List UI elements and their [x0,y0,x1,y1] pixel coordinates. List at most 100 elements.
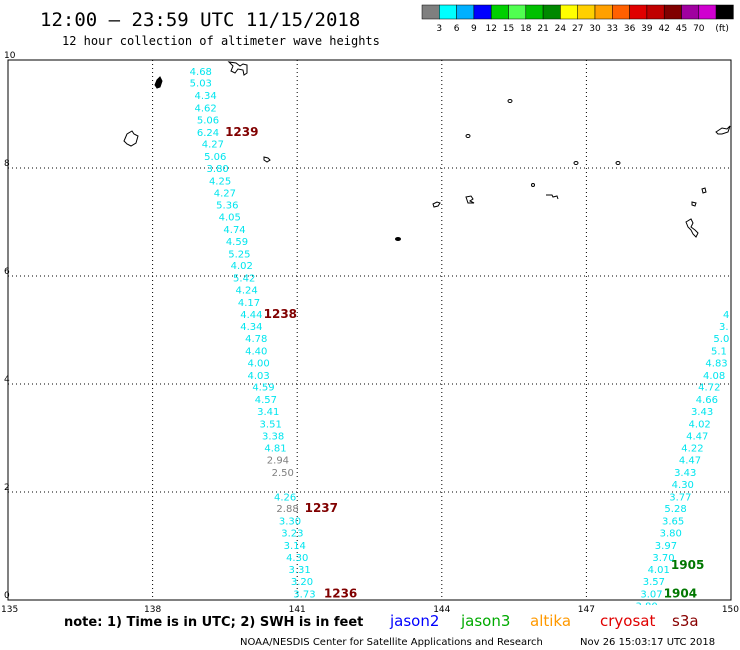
legend-label: 45 [676,24,687,34]
swh-value: 4.26 [274,492,296,503]
swh-value: 3.41 [257,407,279,418]
lat-label: 4 [4,375,10,385]
pass-time-label: 1238 [264,307,297,321]
legend-swatch [612,4,630,20]
swh-value: 4.08 [703,371,725,382]
swh-value: 5.0 [713,334,729,345]
swh-color-legend: 3 6 9 12 15 18 21 24 27 30 33 36 39 42 45 70 (ft) [421,4,734,34]
legend-label: 27 [572,24,583,34]
swh-value: 4.59 [226,237,248,248]
swh-value: 4.02 [689,419,711,430]
legend-swatch [594,4,613,20]
axis-labels: 10 8 6 4 2 0 135 138 141 144 147 150 [1,51,739,615]
island-shape [615,161,621,165]
legend-label: 9 [471,24,477,34]
footer-note: note: 1) Time is in UTC; 2) SWH is in fe… [64,615,363,630]
swh-value: 4.01 [648,565,670,576]
island-shape [546,194,559,200]
swh-value: 4.57 [255,395,277,406]
legend-label: 24 [555,24,567,34]
swh-value: 3.14 [284,541,306,552]
island-shape [701,187,707,194]
swh-value: 5.06 [197,115,219,126]
swh-value: 4 [723,310,729,321]
island-shape [432,201,441,208]
swh-value: 3.07 [640,590,662,601]
map-subtitle: 12 hour collection of altimeter wave hei… [62,34,380,48]
legend-label: 30 [589,24,601,34]
swh-value: 3.65 [662,517,684,528]
swh-value: 4.30 [286,553,308,564]
island-shape [573,161,579,165]
swh-value: 4.24 [235,286,257,297]
island-shape [123,130,139,147]
lat-label: 8 [4,159,10,169]
swh-value: 4.03 [248,371,270,382]
swh-value: 2.94 [267,456,289,467]
map-frame [7,59,732,601]
swh-value: 4.34 [240,322,262,333]
swh-value: 4.81 [264,444,286,455]
legend-swatch [456,4,475,20]
lon-label: 144 [433,605,450,615]
swh-value: 4.25 [209,176,231,187]
legend-swatch [560,4,578,20]
island-shape [263,156,271,163]
swh-value: 4.44 [240,310,262,321]
swh-value: 3.80 [207,164,229,175]
lon-label: 138 [144,605,161,615]
legend-label: 6 [454,24,460,34]
swh-value: 3.38 [262,431,284,442]
pass-time-label: 1239 [225,125,258,139]
legend-label: 18 [520,24,532,34]
swh-value: 4.30 [672,480,694,491]
island-shape [531,183,535,187]
pass-time-label: 1237 [305,501,338,515]
swh-value: 3.73 [293,590,315,601]
swh-value: 4.72 [698,383,720,394]
swh-value: 4.83 [705,358,727,369]
swh-value: 4.62 [194,104,216,115]
pass-time-labels: 1239 1238 1237 1236 1905 1904 [225,125,704,601]
legend-swatch [508,4,527,20]
footer-timestamp: Nov 26 15:03:17 UTC 2018 [580,637,715,648]
legend-swatch [525,4,544,20]
legend-label: 3 [436,24,442,34]
lon-label: 150 [722,605,739,615]
lat-lon-grid [8,60,731,600]
swh-value: 4.22 [681,444,703,455]
swh-value: 5.06 [204,152,226,163]
legend-swatch [542,4,561,20]
legend-swatch [681,4,700,20]
legend-swatch [439,4,457,20]
legend-swatch [473,4,492,20]
island-shape [507,99,513,103]
swh-value: 2.88 [276,504,298,515]
swh-value: 4.02 [231,261,253,272]
swh-value: 6.24 [197,128,219,139]
swh-value: 3.23 [281,529,303,540]
satellite-legend: jason2 jason3 altika cryosat s3a [389,612,699,630]
satellite-name-altika: altika [530,612,571,630]
swh-value: 4.68 [190,67,212,78]
swh-value: 3.43 [691,407,713,418]
swh-value: 3.80 [636,601,658,612]
lon-label: 135 [1,605,18,615]
island-shape [154,76,163,89]
island-shape [465,134,471,138]
legend-swatch [698,4,717,20]
lat-label: 0 [4,591,10,601]
swh-value: 5.28 [664,504,686,515]
island-shape [227,61,248,76]
island-shape [715,125,731,135]
lon-label: 141 [289,605,306,615]
swh-value: 3.20 [291,577,313,588]
legend-swatch [715,4,734,20]
legend-label: 33 [607,24,618,34]
island-shape [691,201,697,207]
legend-swatch [663,4,682,20]
legend-label: 39 [641,24,653,34]
swh-value: 4.59 [252,383,274,394]
pass-time-label: 1904 [664,587,697,601]
